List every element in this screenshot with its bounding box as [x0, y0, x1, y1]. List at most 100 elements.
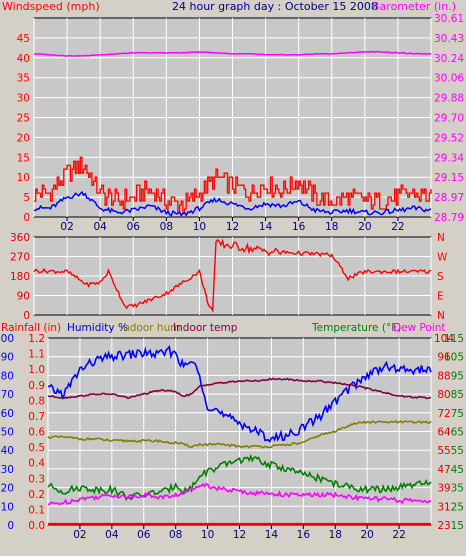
indoor-hum-line: [47, 420, 432, 449]
x-tick-label: 18: [325, 221, 338, 233]
temp-tick-label: 96: [437, 352, 451, 364]
humidity-tick-label: 70: [1, 389, 14, 401]
direction-tick-label: 270: [10, 252, 30, 264]
direction-compass-label: N: [437, 232, 445, 244]
rain-tick-label: 0.6: [28, 427, 45, 439]
barometer-tick-label: 29.88: [434, 93, 464, 105]
env-series: [47, 344, 432, 525]
x-tick-label: 08: [160, 221, 173, 233]
direction-left-axis: 360 270 180 90 0: [10, 232, 30, 322]
x-tick-label: 08: [169, 529, 182, 541]
wind-tick-label: 0: [23, 212, 30, 224]
temp-tick-label: 55: [437, 445, 450, 457]
barometer-tick-label: 29.52: [434, 132, 464, 144]
dew-point-label: Dew Point: [393, 322, 446, 334]
humidity-tick-label: 20: [1, 483, 14, 495]
rain-tick-label: 0.4: [28, 458, 45, 470]
humidity-tick-label: 30: [1, 464, 14, 476]
temp-tick-label-right: 45: [451, 464, 464, 476]
barometer-tick-label: 28.79: [434, 212, 464, 224]
temp-tick-label-right: 75: [451, 408, 464, 420]
wind-tick-label: 5: [23, 192, 30, 204]
x-tick-label: 02: [60, 221, 73, 233]
barometer-tick-label: 29.15: [434, 172, 464, 184]
wind-tick-label: 45: [17, 33, 30, 45]
rain-tick-label: 0.8: [28, 395, 45, 407]
env-x-axis: 02 04 06 08 10 12 14 16 18 20 22: [73, 525, 406, 541]
temp-tick-label: 80: [437, 389, 450, 401]
temp-tick-label-right: 65: [451, 427, 464, 439]
barometer-tick-label: 30.61: [434, 13, 464, 25]
rain-tick-label: 1.2: [28, 333, 45, 345]
wind-x-axis: 02 04 06 08 10 12 14 16 18 20 22: [60, 217, 405, 233]
x-tick-label: 04: [93, 221, 107, 233]
x-tick-label: 20: [360, 529, 373, 541]
humidity-tick-label: 60: [1, 408, 14, 420]
indoor-temp-line: [47, 377, 432, 400]
x-tick-label: 06: [127, 221, 141, 233]
wind-tick-label: 20: [17, 132, 30, 144]
barometer-tick-label: 28.97: [434, 192, 464, 204]
x-tick-label: 20: [358, 221, 371, 233]
windspeed-label: Windspeed (mph): [2, 0, 100, 13]
humidity-tick-label: 50: [1, 427, 14, 439]
wind-tick-label: 10: [17, 172, 30, 184]
wind-tick-label: 35: [17, 73, 30, 85]
rain-tick-label: 0.2: [28, 489, 45, 501]
wind-direction-line: [33, 238, 432, 313]
wind-series: [33, 50, 432, 217]
barometer-tick-label: 30.43: [434, 33, 464, 45]
barometer-tick-label: 29.34: [434, 152, 464, 164]
temp-tick-label-right: 115: [444, 333, 464, 345]
rain-tick-label: 1.0: [28, 364, 45, 376]
barometer-label: Barometer (in.): [372, 0, 456, 13]
barometer-tick-label: 29.70: [434, 113, 464, 125]
x-tick-label: 06: [137, 529, 151, 541]
temperature-line: [47, 454, 432, 502]
temp-tick-label: 39: [437, 483, 450, 495]
x-tick-label: 18: [329, 529, 342, 541]
temp-tick-label-right: 25: [451, 501, 464, 513]
x-tick-label: 22: [391, 221, 404, 233]
direction-compass-label: E: [437, 291, 444, 303]
humidity-tick-label: 40: [1, 445, 14, 457]
x-tick-label: 14: [265, 529, 279, 541]
temp-tick-label-right: 35: [451, 483, 464, 495]
x-tick-label: 16: [292, 221, 306, 233]
direction-grid: [33, 237, 432, 315]
temp-tick-label-right: 95: [451, 370, 464, 382]
humidity-tick-label: 100: [0, 333, 14, 345]
rain-tick-label: 0.9: [28, 380, 45, 392]
humidity-tick-label: 0: [7, 520, 14, 532]
x-tick-label: 12: [233, 529, 246, 541]
rain-tick-label: 0.0: [28, 520, 45, 532]
direction-tick-label: 180: [10, 271, 30, 283]
rain-tick-label: 0.1: [28, 504, 45, 516]
x-tick-label: 14: [259, 221, 273, 233]
temp-tick-label: 64: [437, 427, 451, 439]
indoor-temp-label: Indoor temp: [173, 322, 238, 334]
x-tick-label: 02: [73, 529, 86, 541]
direction-tick-label: 360: [10, 232, 30, 244]
page-title: 24 hour graph day : October 15 2008: [172, 0, 378, 13]
wind-left-axis: 45 40 35 30 25 20 15 10 5 0: [17, 33, 30, 224]
x-tick-label: 22: [392, 529, 405, 541]
humidity-tick-label: 80: [1, 370, 14, 382]
temp-tick-label-right: 85: [451, 389, 464, 401]
rain-tick-label: 0.7: [28, 411, 45, 423]
temp-tick-label: 47: [437, 464, 450, 476]
temperature-label: Temperature (°F): [311, 322, 401, 334]
temp-tick-label: 104: [434, 333, 454, 345]
x-tick-label: 04: [105, 529, 119, 541]
temp-tick-label-right: 105: [444, 352, 464, 364]
x-tick-label: 10: [201, 529, 214, 541]
rain-tick-label: 1.1: [28, 349, 45, 361]
env-axes: 10090807060504030201001.21.11.00.90.80.7…: [0, 333, 464, 532]
wind-grid: [33, 18, 432, 217]
direction-compass-label: N: [437, 310, 445, 322]
x-tick-label: 12: [226, 221, 239, 233]
wind-tick-label: 15: [17, 152, 30, 164]
temp-tick-label-right: 55: [451, 445, 464, 457]
